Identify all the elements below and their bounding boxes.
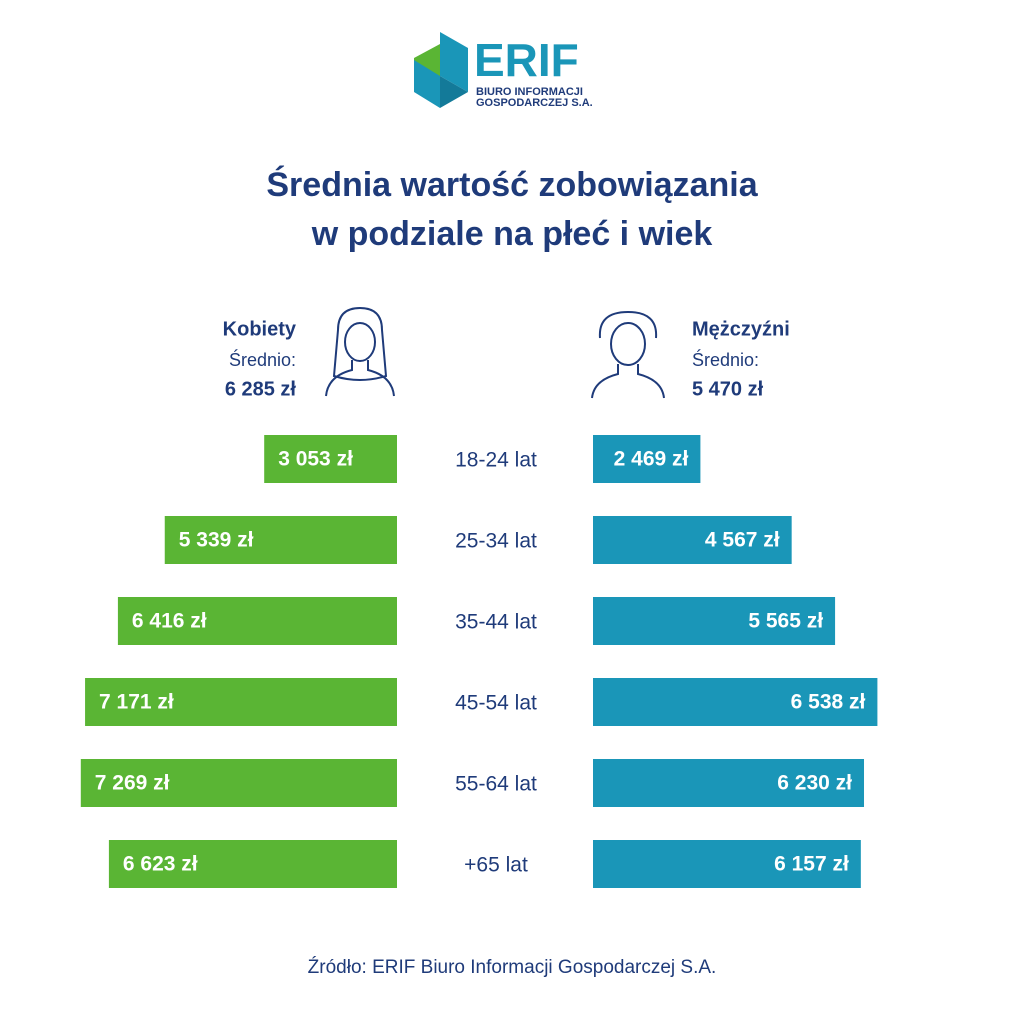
bar [593, 678, 878, 726]
value-label: 7 269 zł [95, 772, 170, 795]
bar [593, 759, 865, 807]
legend-name: Kobiety [223, 318, 297, 340]
chart-title: w podziale na płeć i wiek [311, 215, 713, 253]
logo-line: GOSPODARCZEJ S.A. [476, 97, 593, 109]
bar [108, 840, 397, 888]
category-label: 55-64 lat [455, 773, 537, 796]
value-label: 6 157 zł [774, 853, 849, 876]
bar [80, 759, 398, 807]
value-label: 6 538 zł [791, 691, 866, 714]
bar [264, 435, 397, 483]
average-value: 6 285 zł [225, 378, 297, 400]
value-label: 6 230 zł [777, 772, 852, 795]
category-label: +65 lat [464, 854, 528, 877]
value-label: 4 567 zł [705, 529, 780, 552]
value-label: 6 623 zł [123, 853, 198, 876]
logo-name: ERIF [474, 34, 579, 86]
bar [85, 678, 398, 726]
logo-mark [414, 32, 468, 108]
average-value: 5 470 zł [692, 378, 764, 400]
bar [593, 516, 792, 564]
category-label: 25-34 lat [455, 530, 537, 553]
value-label: 6 416 zł [132, 610, 207, 633]
chart-title: Średnia wartość zobowiązania [266, 166, 758, 204]
average-caption: Średnio: [692, 349, 759, 370]
woman-icon [325, 306, 395, 397]
man-icon [591, 310, 665, 399]
average-caption: Średnio: [229, 349, 296, 370]
logo-line: BIURO INFORMACJI [476, 86, 583, 98]
value-label: 5 339 zł [179, 529, 254, 552]
category-label: 35-44 lat [455, 611, 537, 634]
bar [593, 435, 701, 483]
source: Źródło: ERIF Biuro Informacji Gospodarcz… [308, 957, 717, 978]
bar [593, 597, 836, 645]
value-label: 2 469 zł [614, 448, 689, 471]
bar [117, 597, 398, 645]
value-label: 3 053 zł [278, 448, 353, 471]
category-label: 18-24 lat [455, 449, 537, 472]
bar [593, 840, 861, 888]
bar [164, 516, 397, 564]
value-label: 5 565 zł [748, 610, 823, 633]
plot: Kobiety Średnio: 6 285 zł Mężczyźni Średnio:… [80, 318, 878, 888]
value-label: 7 171 zł [99, 691, 174, 714]
legend-name: Mężczyźni [692, 318, 790, 340]
category-label: 45-54 lat [455, 692, 537, 715]
